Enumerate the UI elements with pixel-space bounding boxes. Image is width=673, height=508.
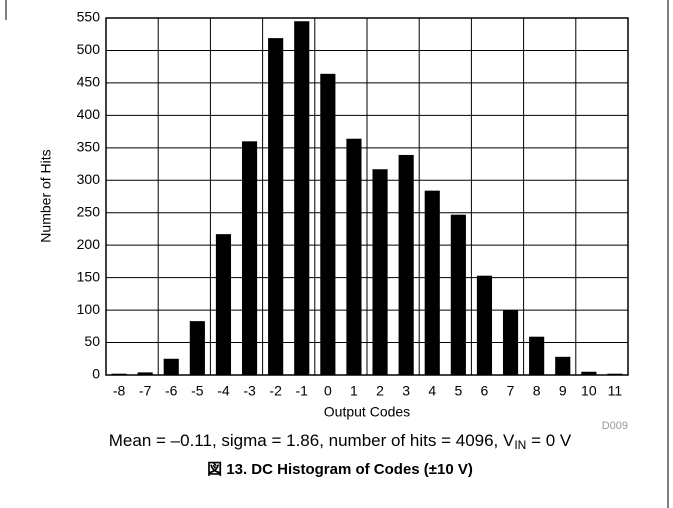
y-tick-label: 0 [92, 366, 100, 382]
x-tick-label: 0 [324, 383, 332, 399]
bar [372, 169, 388, 375]
plot-frame [105, 17, 629, 376]
bar [294, 21, 310, 376]
bar [346, 138, 362, 375]
bar [320, 73, 336, 376]
chart-title: 図 13. DC Histogram of Codes (±10 V) [207, 461, 473, 478]
x-tick-label: -8 [113, 383, 126, 399]
bar [163, 358, 179, 375]
x-tick-label: 10 [581, 383, 597, 399]
x-axis-label: Output Codes [324, 404, 410, 420]
y-tick-label: 450 [77, 74, 101, 90]
x-tick-label: -6 [165, 383, 178, 399]
bar [581, 371, 597, 375]
x-tick-label: 3 [402, 383, 410, 399]
bar [424, 190, 440, 375]
y-tick-label: 350 [77, 139, 101, 155]
y-tick-label: 300 [77, 171, 101, 187]
x-tick-label: 1 [350, 383, 358, 399]
x-tick-label: 9 [559, 383, 567, 399]
x-tick-label: -2 [269, 383, 282, 399]
bar [189, 321, 205, 375]
note-tail: = 0 V [526, 431, 572, 450]
y-tick-label: 250 [77, 203, 101, 219]
x-tick-label: -3 [243, 383, 256, 399]
x-tick-label: 4 [428, 383, 436, 399]
y-axis-label: Number of Hits [38, 149, 54, 242]
note-sub: IN [514, 438, 526, 452]
y-tick-label: 50 [84, 333, 100, 349]
y-tick-label: 500 [77, 41, 101, 57]
bar [476, 275, 493, 375]
x-tick-label: 8 [533, 383, 541, 399]
bar [607, 373, 623, 375]
y-tick-label: 100 [77, 301, 101, 317]
note-text: Mean = –0.11, sigma = 1.86, number of hi… [109, 431, 515, 450]
x-tick-label: -5 [191, 383, 204, 399]
y-tick-label: 550 [77, 9, 101, 25]
x-tick-label: 6 [481, 383, 489, 399]
x-tick-label: -4 [217, 383, 230, 399]
bar [111, 373, 127, 375]
y-tick-label: 200 [77, 236, 101, 252]
x-tick-label: 7 [507, 383, 515, 399]
y-tick-label: 150 [77, 268, 101, 284]
bar [215, 234, 232, 375]
bar [450, 214, 466, 375]
x-tick-label: 5 [454, 383, 462, 399]
bar [502, 310, 519, 375]
note: Mean = –0.11, sigma = 1.86, number of hi… [109, 431, 572, 452]
bar [268, 38, 284, 375]
bar [398, 154, 414, 375]
bar [241, 141, 258, 375]
x-tick-label: -1 [296, 383, 309, 399]
bar [137, 372, 153, 375]
x-tick-label: 2 [376, 383, 384, 399]
bar [555, 356, 571, 375]
x-tick-label: -7 [139, 383, 152, 399]
x-tick-label: 11 [608, 383, 623, 399]
y-tick-label: 400 [77, 106, 101, 122]
bar [529, 336, 545, 375]
figure-id: D009 [602, 420, 628, 432]
